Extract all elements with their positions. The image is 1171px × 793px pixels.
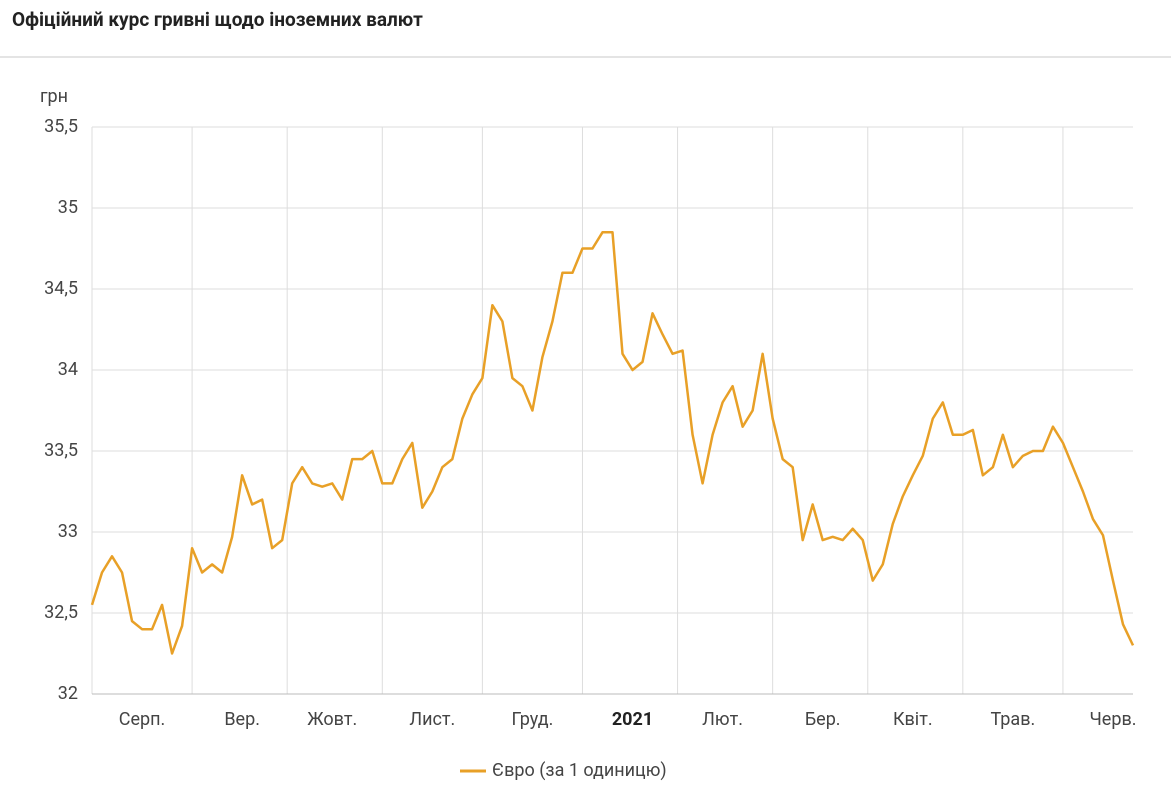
x-tick-label: Серп.: [119, 709, 166, 730]
legend-label: Євро (за 1 одиницю): [492, 760, 667, 781]
x-tick-label: Лист.: [409, 709, 455, 730]
x-tick-label: Бер.: [805, 709, 841, 730]
x-tick-label: Жовт.: [307, 709, 357, 730]
y-tick-label: 34,5: [44, 278, 78, 299]
x-tick-label: Вер.: [224, 709, 260, 730]
y-tick-label: 32: [58, 683, 78, 704]
x-tick-label: 2021: [612, 709, 653, 730]
x-tick-label: Квіт.: [893, 709, 933, 730]
series-line: [90, 231, 1135, 655]
y-axis-label: грн: [40, 86, 68, 107]
x-tick-label: Трав.: [991, 709, 1036, 730]
y-tick-label: 35,5: [44, 116, 78, 137]
y-tick-label: 35: [58, 197, 78, 218]
divider: [0, 56, 1171, 58]
x-tick-label: Черв.: [1089, 709, 1136, 730]
y-tick-label: 32,5: [44, 602, 78, 623]
x-tick-label: Груд.: [511, 709, 553, 730]
chart-title: Офіційний курс гривні щодо іноземних вал…: [12, 8, 423, 31]
y-tick-label: 33: [58, 521, 78, 542]
x-tick-label: Лют.: [702, 709, 743, 730]
y-tick-label: 34: [58, 359, 78, 380]
y-tick-label: 33,5: [44, 440, 78, 461]
